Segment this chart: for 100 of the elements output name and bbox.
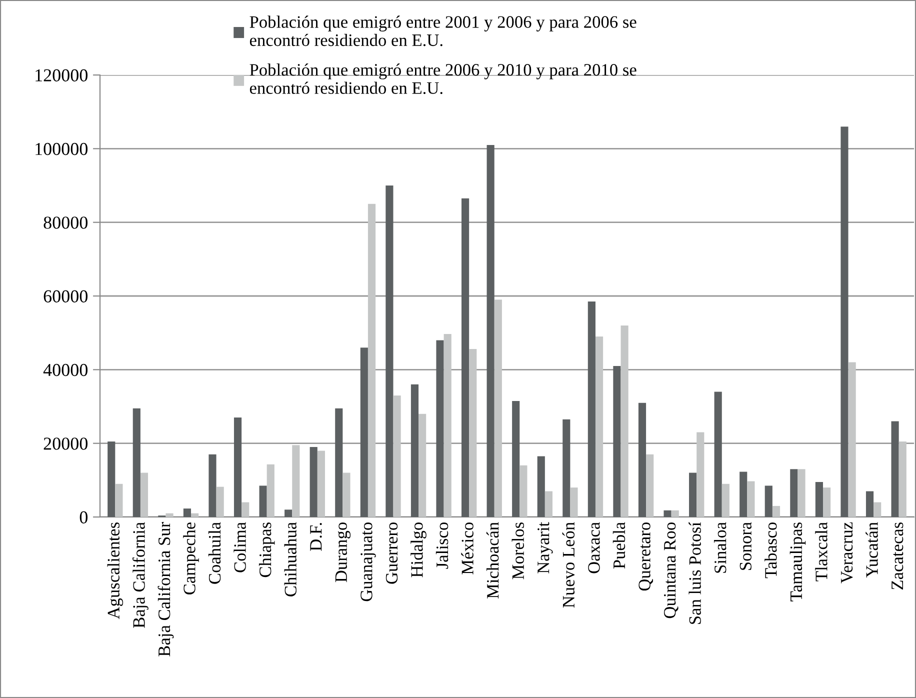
bar: [461, 198, 470, 517]
bar: [764, 486, 772, 517]
bar: [664, 510, 672, 517]
bar: [208, 454, 216, 517]
y-tick-label: 40000: [43, 364, 88, 376]
bar: [368, 204, 376, 517]
bar: [342, 472, 350, 517]
bar: [436, 340, 444, 517]
bar: [486, 144, 494, 517]
x-tick-label: Sonora: [740, 522, 752, 570]
bar: [284, 510, 292, 517]
bar: [418, 414, 426, 517]
x-tick-label: Campeche: [183, 522, 199, 594]
x-tick-label: Veracruz: [841, 522, 853, 584]
bar: [747, 481, 755, 517]
bar: [638, 402, 646, 517]
bar: [815, 482, 823, 517]
bar: [537, 456, 545, 517]
bar: [714, 392, 722, 517]
bar: [588, 302, 596, 517]
bar: [620, 325, 628, 517]
bar: [166, 513, 174, 517]
bar: [798, 469, 806, 517]
x-tick-label: Sinaloa: [714, 522, 726, 573]
bar: [444, 334, 452, 517]
y-tick-label: 120000: [36, 69, 88, 82]
x-tick-label: Jalisco: [436, 522, 448, 569]
bar: [108, 441, 116, 517]
bar: [115, 484, 123, 517]
bar: [898, 441, 906, 517]
x-tick-label: Michoacán: [486, 522, 499, 598]
x-tick-label: Aguscalientes: [107, 522, 124, 620]
bar: [772, 506, 780, 517]
x-tick-label: San luis Potosí: [688, 522, 701, 624]
x-tick-label: Queretaro: [638, 522, 654, 591]
bar: [360, 348, 368, 517]
bar: [310, 447, 318, 517]
x-tick-label: Nayarit: [538, 522, 553, 574]
legend-label: Población que emigró entre 2006 y 2010 y para 2010 se encontró residiendo en E.U.: [250, 63, 636, 94]
bar: [840, 126, 848, 517]
bar: [469, 349, 477, 517]
x-tick-label: Nuevo León: [562, 522, 575, 608]
x-tick-label: Hidalgo: [410, 522, 426, 578]
legend-label: Población que emigró entre 2001 y 2006 y para 2006 se encontró residiendo en E.U.: [250, 16, 636, 46]
bar: [790, 469, 798, 517]
x-tick-label: D.F.: [310, 523, 322, 551]
bar: [242, 502, 250, 517]
x-tick-label: México: [461, 522, 474, 574]
x-tick-label: Oaxaca: [588, 522, 600, 574]
bar: [132, 408, 140, 517]
y-tick-label: 0: [80, 511, 88, 524]
x-tick-label: Baja California: [132, 522, 148, 628]
bar: [671, 510, 679, 517]
bar: [216, 486, 224, 517]
x-tick-label: Quintana Roo: [664, 522, 678, 618]
x-tick-label: Durango: [335, 522, 351, 582]
x-tick-label: Chihuahua: [284, 522, 296, 596]
bar: [191, 513, 199, 517]
bar: [292, 445, 300, 517]
y-tick-label: 100000: [36, 142, 88, 156]
x-tick-label: Guanajuato: [360, 522, 376, 602]
bar: [722, 484, 730, 517]
bar: [512, 400, 520, 517]
y-tick-label: 60000: [44, 290, 88, 302]
bar: [393, 395, 401, 517]
bar: [266, 464, 274, 517]
x-tick-label: Colima: [234, 522, 246, 572]
bar: [595, 336, 604, 517]
x-tick-label: Zacatecas: [892, 522, 904, 590]
bar: [822, 488, 831, 517]
bar: [562, 419, 570, 517]
x-tick-label: Coahuila: [208, 522, 221, 584]
bar: [696, 432, 704, 517]
bar: [259, 486, 267, 517]
bar: [874, 502, 882, 517]
x-tick-label: Yucatán: [866, 522, 878, 578]
bar: [740, 472, 748, 517]
bar: [520, 465, 528, 517]
x-tick-label: Baja California Sur: [158, 522, 174, 656]
bar: [613, 366, 621, 517]
bar: [866, 491, 874, 517]
y-tick-label: 20000: [44, 438, 88, 450]
bar: [848, 362, 856, 517]
bar: [494, 300, 502, 517]
bar: [410, 384, 419, 517]
bar: [183, 508, 192, 517]
bar: [335, 408, 343, 517]
x-tick-label: Morelos: [512, 522, 524, 580]
y-tick-label: 80000: [44, 216, 88, 229]
bar: [140, 472, 148, 517]
bar: [646, 454, 654, 517]
x-tick-label: Chiapas: [258, 522, 275, 578]
bar: [386, 186, 394, 517]
x-tick-label: Puebla: [612, 522, 626, 569]
x-tick-label: Guerrero: [386, 522, 398, 584]
bar: [689, 472, 697, 517]
bar: [570, 488, 578, 517]
bar: [234, 418, 242, 517]
bar: [317, 450, 325, 517]
x-tick-label: Tabasco: [764, 522, 777, 578]
